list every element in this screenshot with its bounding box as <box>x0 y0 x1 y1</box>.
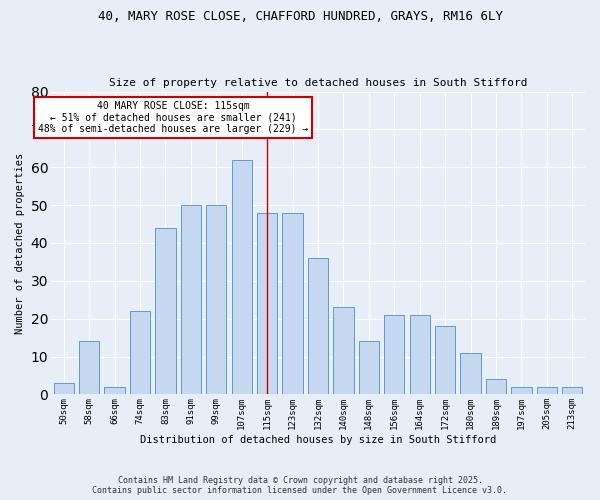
Bar <box>155 228 176 394</box>
Text: Contains HM Land Registry data © Crown copyright and database right 2025.
Contai: Contains HM Land Registry data © Crown c… <box>92 476 508 495</box>
Bar <box>359 342 379 394</box>
Bar <box>206 205 226 394</box>
Bar <box>257 212 277 394</box>
Bar <box>79 342 99 394</box>
Text: 40, MARY ROSE CLOSE, CHAFFORD HUNDRED, GRAYS, RM16 6LY: 40, MARY ROSE CLOSE, CHAFFORD HUNDRED, G… <box>97 10 503 23</box>
Bar <box>384 315 404 394</box>
Title: Size of property relative to detached houses in South Stifford: Size of property relative to detached ho… <box>109 78 527 88</box>
Bar <box>536 387 557 394</box>
Bar <box>232 160 252 394</box>
Bar <box>130 311 150 394</box>
Bar <box>53 383 74 394</box>
X-axis label: Distribution of detached houses by size in South Stifford: Distribution of detached houses by size … <box>140 435 496 445</box>
Bar <box>181 205 201 394</box>
Bar <box>562 387 583 394</box>
Bar <box>435 326 455 394</box>
Bar <box>308 258 328 394</box>
Bar <box>104 387 125 394</box>
Y-axis label: Number of detached properties: Number of detached properties <box>15 152 25 334</box>
Text: 40 MARY ROSE CLOSE: 115sqm
← 51% of detached houses are smaller (241)
48% of sem: 40 MARY ROSE CLOSE: 115sqm ← 51% of deta… <box>38 101 308 134</box>
Bar <box>511 387 532 394</box>
Bar <box>410 315 430 394</box>
Bar <box>333 308 353 394</box>
Bar <box>460 353 481 395</box>
Bar <box>486 380 506 394</box>
Bar <box>283 212 303 394</box>
